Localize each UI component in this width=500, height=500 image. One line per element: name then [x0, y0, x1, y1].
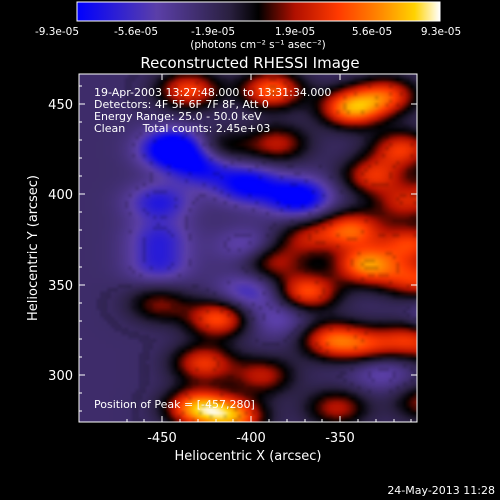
colorbar-tick-5: 5.6e-05	[352, 26, 392, 38]
x-tick-label-3: -350	[325, 431, 355, 446]
x-tick-label-2: -400	[236, 431, 266, 446]
colorbar-tick-3: -1.9e-05	[191, 26, 235, 38]
y-tick-label-4: 300	[48, 369, 73, 384]
x-tick-label-1: -450	[147, 431, 177, 446]
colorbar-tick-6: 9.3e-05	[421, 26, 461, 38]
info-line-clean: Clean Total counts: 2.45e+03	[94, 122, 270, 135]
heatmap-image	[79, 74, 417, 422]
info-line-detectors: Detectors: 4F 5F 6F 7F 8F, Att 0	[94, 98, 269, 111]
colorbar-gradient	[77, 2, 440, 21]
x-ticks	[126, 74, 412, 422]
peak-position-label: Position of Peak = [-457,280]	[94, 398, 255, 411]
y-tick-label-3: 350	[48, 279, 73, 294]
y-ticks	[79, 85, 417, 412]
colorbar-tick-4: 1.9e-05	[275, 26, 315, 38]
colorbar: -9.3e-05 -5.6e-05 -1.9e-05 1.9e-05 5.6e-…	[35, 1, 461, 51]
info-line-time: 19-Apr-2003 13:27:48.000 to 13:31:34.000	[94, 86, 331, 99]
timestamp: 24-May-2013 11:28	[387, 484, 495, 497]
x-axis-label: Heliocentric X (arcsec)	[175, 449, 322, 464]
y-tick-label-1: 450	[48, 98, 73, 113]
y-axis-label: Heliocentric Y (arcsec)	[26, 175, 41, 321]
info-line-energy: Energy Range: 25.0 - 50.0 keV	[94, 110, 262, 123]
info-annotations: 19-Apr-2003 13:27:48.000 to 13:31:34.000…	[94, 86, 331, 135]
plot-title: Reconstructed RHESSI Image	[140, 54, 359, 72]
colorbar-tick-2: -5.6e-05	[114, 26, 158, 38]
y-tick-label-2: 400	[48, 188, 73, 203]
colorbar-unit-label: (photons cm⁻² s⁻¹ asec⁻²)	[190, 39, 325, 51]
colorbar-tick-1: -9.3e-05	[35, 26, 79, 38]
